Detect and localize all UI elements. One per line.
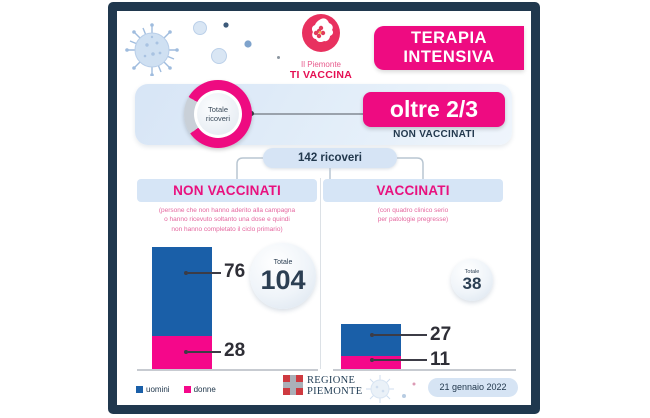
callout-dot	[370, 358, 374, 362]
fraction-badge-subtitle: NON VACCINATI	[393, 129, 475, 140]
title-line2: INTENSIVA	[403, 48, 495, 66]
bar-men	[341, 324, 401, 356]
legend-item-men: uomini	[136, 385, 170, 394]
callout-line	[374, 334, 427, 336]
piemonte-logo-icon	[302, 14, 340, 52]
title-badge: TERAPIA INTENSIVA	[374, 26, 524, 70]
total-value: 38	[462, 273, 482, 293]
desc-line: (con quadro clinico serio	[377, 207, 449, 214]
region-emblem-icon	[283, 375, 303, 395]
piemonte-vaccine-logo: Il Piemonte TI VACCINA	[288, 13, 354, 81]
callout-line	[188, 351, 221, 353]
bar-chart-vaccinated	[341, 324, 401, 369]
desc-line: non hanno completato il ciclo primario)	[171, 225, 283, 233]
total-value: 104	[260, 264, 306, 295]
logo-text-line2: TI VACCINA	[289, 69, 353, 81]
total-circle-non-vaccinated: Totale 104	[250, 243, 316, 309]
callout-dot	[184, 350, 188, 354]
connector-line	[252, 113, 363, 115]
callout-dot	[184, 271, 188, 275]
bracket-connector	[236, 157, 424, 180]
callout-line	[188, 272, 221, 274]
fraction-badge: oltre 2/3	[363, 92, 505, 127]
men-value-non-vaccinated: 76	[224, 261, 246, 282]
donut-label-line2: ricoveri	[205, 114, 231, 123]
title-line1: TERAPIA	[411, 29, 487, 48]
virus-footer-icon	[366, 375, 416, 403]
women-value-non-vaccinated: 28	[224, 340, 246, 361]
bar-chart-non-vaccinated	[152, 247, 212, 369]
column-header-non-vaccinated: NON VACCINATI	[137, 179, 317, 202]
dot-decoration	[277, 56, 280, 59]
total-circle-vaccinated: Totale 38	[451, 259, 493, 301]
baseline-left	[137, 369, 318, 371]
desc-line: per patologie pregresse)	[377, 216, 449, 224]
callout-dot	[370, 333, 374, 337]
donut-chart: Totale ricoveri	[184, 80, 252, 148]
column-divider	[320, 178, 321, 369]
legend-label-women: donne	[193, 385, 216, 394]
desc-line: o hanno ricevuto soltanto una dose e qui…	[164, 216, 290, 224]
legend-item-women: donne	[183, 385, 216, 394]
donut-center-label: Totale ricoveri	[197, 93, 239, 135]
bar-men	[152, 247, 212, 336]
column-description-vaccinated: (con quadro clinico serio per patologie …	[323, 206, 503, 225]
column-header-vaccinated: VACCINATI	[323, 179, 503, 202]
region-name: REGIONE PIEMONTE	[307, 375, 362, 397]
column-description-non-vaccinated: (persone che non hanno aderito alla camp…	[137, 206, 317, 234]
legend-swatch-women-icon	[183, 386, 191, 393]
region-name-line1: REGIONE	[307, 375, 356, 386]
date-badge: 21 gennaio 2022	[428, 378, 518, 397]
logo-text-line1: Il Piemonte	[300, 60, 342, 69]
legend-swatch-men-icon	[136, 386, 143, 393]
legend: uomini donne	[136, 385, 216, 394]
callout-line	[374, 359, 427, 361]
total-label: Totale	[464, 268, 480, 275]
virus-decoration-icon	[125, 21, 252, 76]
total-label: Totale	[273, 258, 293, 266]
desc-line: (persone che non hanno aderito alla camp…	[158, 207, 296, 214]
legend-label-men: uomini	[146, 385, 170, 394]
region-name-line2: PIEMONTE	[307, 385, 363, 397]
region-piemonte-logo: REGIONE PIEMONTE	[283, 375, 362, 397]
bar-women	[152, 336, 212, 369]
men-value-vaccinated: 27	[430, 324, 452, 345]
baseline-right	[333, 369, 516, 371]
donut-label-line1: Totale	[207, 104, 228, 114]
women-value-vaccinated: 11	[430, 349, 451, 370]
total-admissions-pill: 142 ricoveri	[263, 148, 397, 168]
